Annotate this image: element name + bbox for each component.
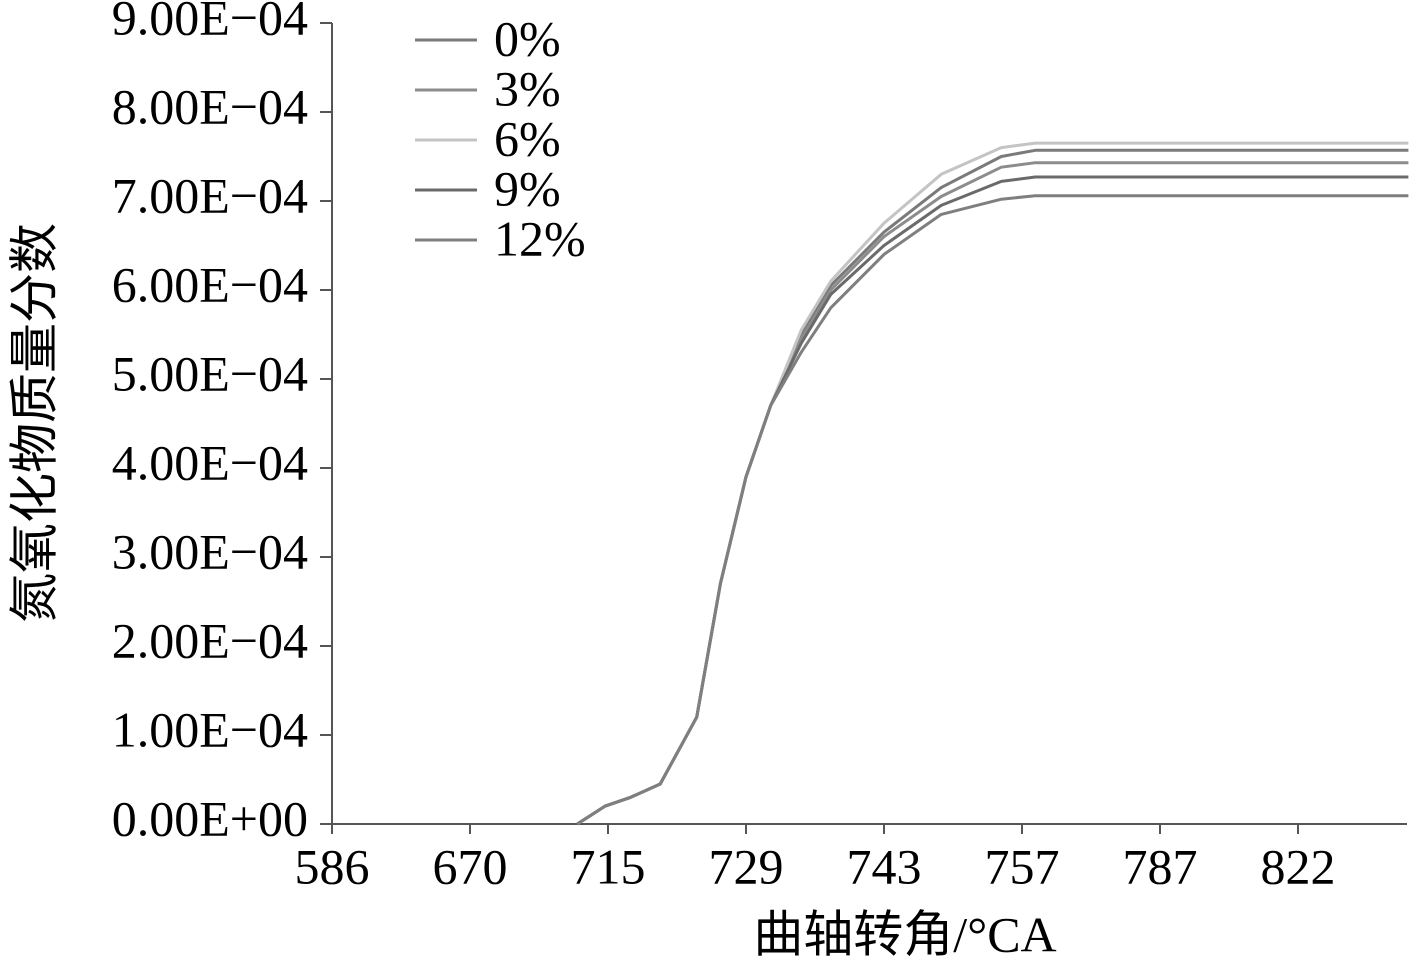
x-axis-label: 曲轴转角/°CA xyxy=(753,906,1056,962)
y-tick-label: 6.00E−04 xyxy=(112,256,308,312)
x-tick-label: 822 xyxy=(1261,838,1336,894)
legend-label: 6% xyxy=(494,110,561,166)
y-tick-label: 8.00E−04 xyxy=(112,78,308,134)
y-tick-label: 4.00E−04 xyxy=(112,434,308,490)
y-tick-label: 2.00E−04 xyxy=(112,612,308,668)
series-line xyxy=(576,194,1409,826)
x-tick-label: 729 xyxy=(709,838,784,894)
x-tick-label: 743 xyxy=(847,838,922,894)
y-tick-label: 5.00E−04 xyxy=(112,345,308,401)
series-line xyxy=(576,141,1409,826)
x-tick-label: 757 xyxy=(985,838,1060,894)
y-tick-label: 1.00E−04 xyxy=(112,701,308,757)
y-axis-label: 氮氧化物质量分数 xyxy=(6,223,62,623)
series-line xyxy=(576,161,1409,826)
y-tick-label: 9.00E−04 xyxy=(112,0,308,45)
legend-label: 0% xyxy=(494,10,561,66)
legend-label: 3% xyxy=(494,60,561,116)
x-tick-label: 670 xyxy=(433,838,508,894)
y-tick-label: 3.00E−04 xyxy=(112,523,308,579)
y-tick-label: 0.00E+00 xyxy=(112,790,308,846)
x-tick-label: 586 xyxy=(295,838,370,894)
legend-label: 12% xyxy=(494,210,586,266)
y-tick-label: 7.00E−04 xyxy=(112,167,308,223)
x-tick-label: 715 xyxy=(571,838,646,894)
legend-label: 9% xyxy=(494,160,561,216)
series-line xyxy=(576,148,1409,826)
series-line xyxy=(576,175,1409,826)
x-tick-label: 787 xyxy=(1123,838,1198,894)
